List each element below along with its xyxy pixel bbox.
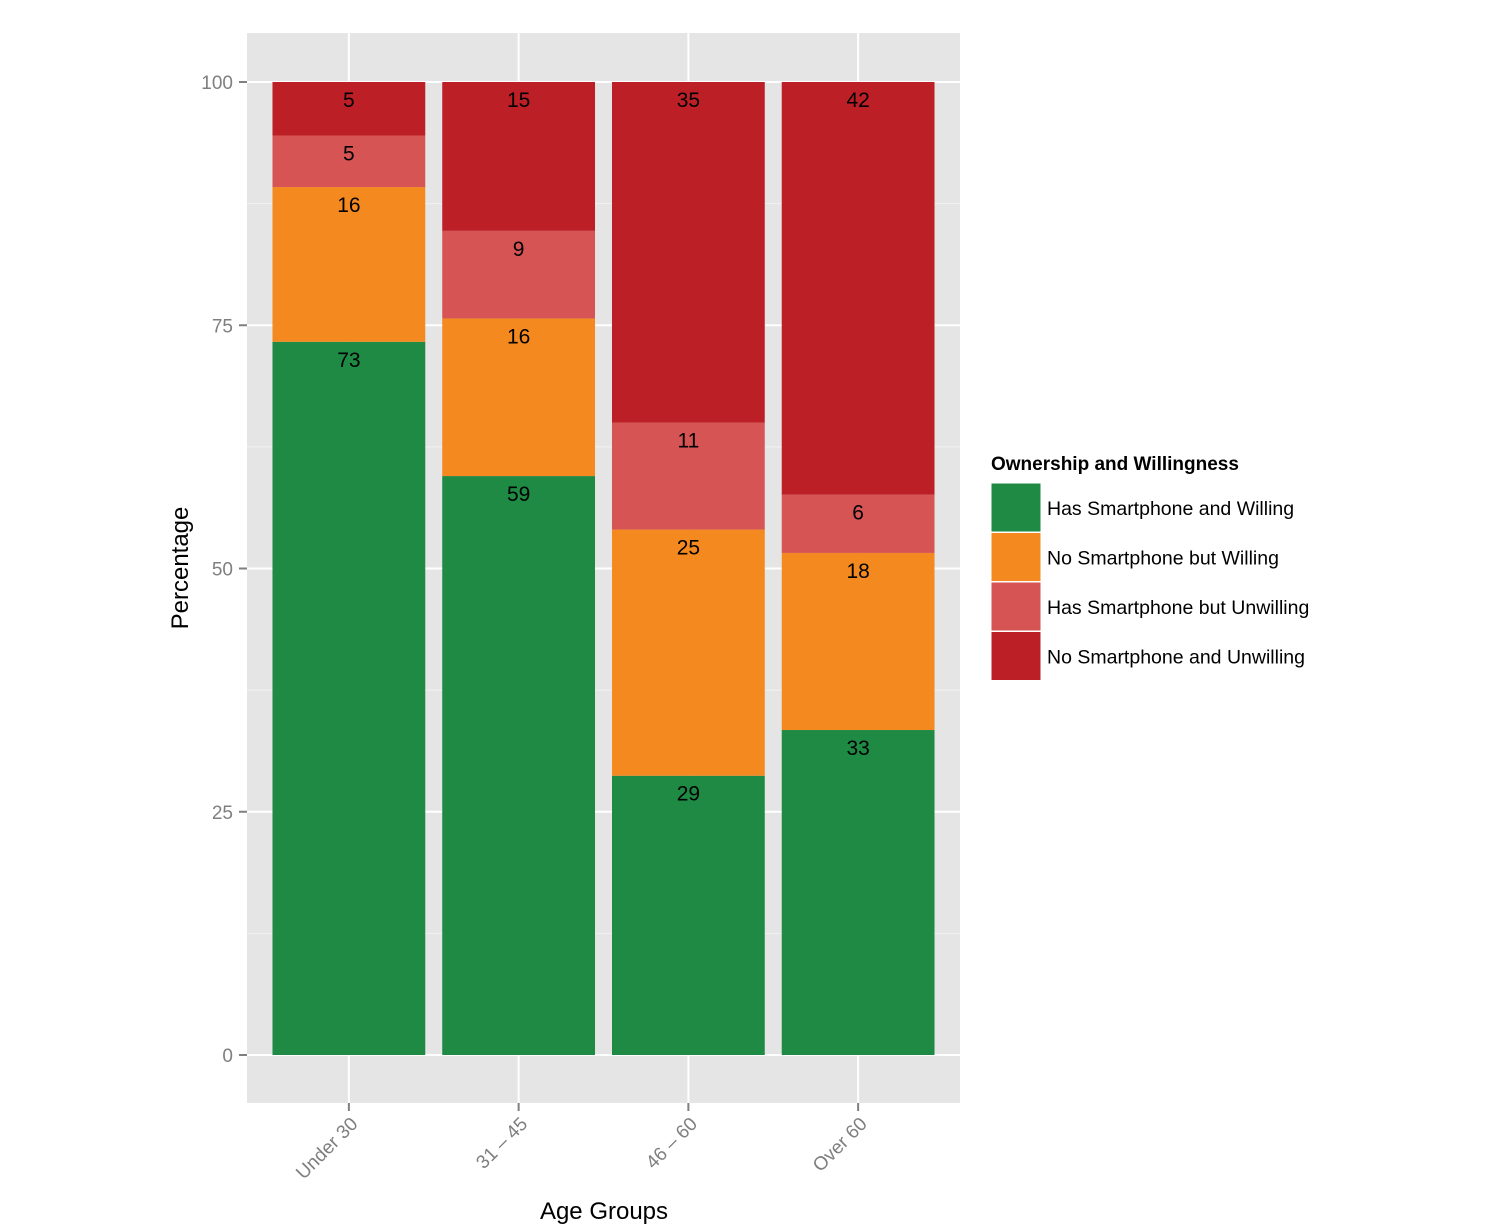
data-label: 5 — [343, 89, 355, 112]
bar-segment — [781, 552, 935, 731]
y-tick-label: 0 — [222, 1046, 233, 1067]
x-tick-label: 31 – 45 — [472, 1114, 532, 1174]
bar-segment — [442, 82, 596, 231]
y-tick-label: 25 — [212, 803, 233, 824]
y-axis-title: Percentage — [167, 507, 194, 630]
data-label: 5 — [343, 143, 355, 166]
bar-segment — [442, 230, 596, 319]
legend-label: Has Smartphone and Willing — [1047, 498, 1294, 520]
data-label: 35 — [677, 89, 700, 112]
legend-label: Has Smartphone but Unwilling — [1047, 597, 1309, 619]
data-label: 25 — [677, 537, 700, 560]
x-tick-label: Over 60 — [809, 1114, 872, 1177]
legend-swatch — [990, 581, 1042, 632]
bar-segment — [442, 318, 596, 477]
data-label: 16 — [337, 194, 360, 217]
bar-segment — [272, 187, 426, 342]
data-label: 16 — [507, 325, 530, 348]
bar-segment — [611, 775, 765, 1055]
bar-segment — [611, 82, 765, 423]
legend-swatch — [990, 532, 1042, 582]
data-label: 59 — [507, 483, 530, 506]
data-label: 15 — [507, 89, 530, 112]
legend-swatch — [990, 482, 1042, 533]
x-tick-label: 46 – 60 — [642, 1114, 702, 1174]
y-tick-label: 75 — [212, 316, 233, 337]
legend-swatch — [990, 631, 1042, 681]
x-tick-label: Under 30 — [292, 1114, 362, 1184]
data-label: 18 — [846, 560, 869, 583]
data-label: 29 — [677, 783, 700, 806]
legend: Ownership and Willingness Has Smartphone… — [990, 454, 1309, 681]
bar-segment — [781, 730, 935, 1055]
bar-segment — [272, 341, 426, 1055]
bar-segment — [272, 135, 426, 188]
bar-segment — [781, 82, 935, 495]
data-label: 9 — [513, 238, 525, 261]
y-tick-label: 100 — [201, 73, 233, 94]
x-axis: Under 30 31 – 45 46 – 60 Over 60 — [292, 1103, 872, 1184]
bar-segment — [442, 476, 596, 1055]
bar-segment — [611, 529, 765, 776]
bar-segment — [272, 82, 426, 136]
y-axis: 0 25 50 75 100 — [201, 73, 247, 1067]
legend-label: No Smartphone and Unwilling — [1047, 647, 1305, 669]
bar-segment — [611, 422, 765, 530]
data-label: 42 — [846, 89, 869, 112]
y-tick-label: 50 — [212, 560, 233, 581]
legend-label: No Smartphone but Willing — [1047, 548, 1279, 570]
data-label: 6 — [852, 502, 864, 525]
data-label: 33 — [846, 737, 869, 760]
legend-title: Ownership and Willingness — [991, 454, 1239, 475]
data-label: 73 — [337, 349, 360, 372]
bar-segment — [781, 494, 935, 553]
x-axis-title: Age Groups — [540, 1198, 668, 1225]
bars — [272, 82, 935, 1055]
segment-labels: 73 16 5 5 59 16 9 15 29 25 11 35 33 18 6 42 — [337, 89, 870, 806]
data-label: 11 — [677, 430, 699, 453]
